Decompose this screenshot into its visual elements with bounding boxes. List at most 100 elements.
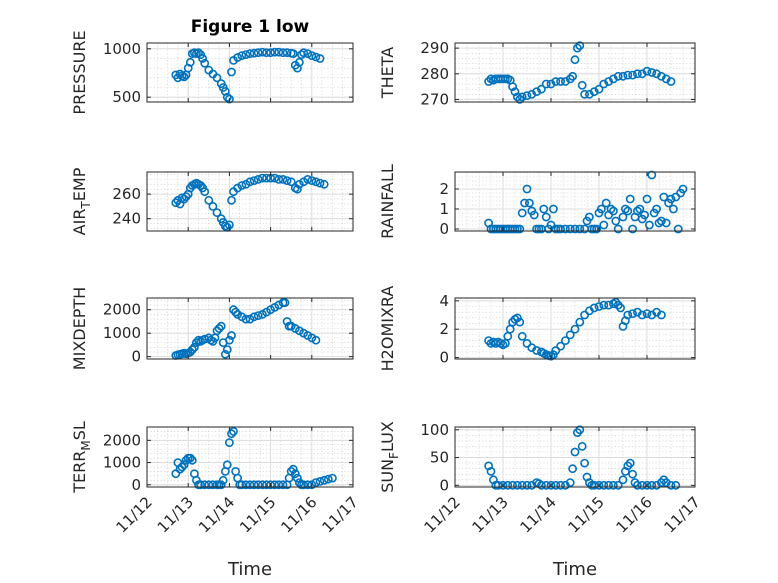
data-point (666, 480, 676, 490)
data-point (522, 480, 532, 490)
axes-box (146, 42, 354, 103)
data-point (216, 480, 226, 490)
data-point (274, 480, 284, 490)
y-tick-label: 500 (112, 88, 141, 106)
data-point (224, 335, 234, 345)
y-axis-label: H2OMIXRA (378, 286, 397, 372)
data-point (196, 480, 205, 490)
data-point (647, 68, 657, 77)
data-point (200, 480, 210, 490)
data-point (270, 47, 280, 57)
data-point (274, 47, 284, 57)
y-axis-label: MIXDEPTH (70, 287, 89, 370)
data-point (592, 224, 601, 234)
data-point (529, 210, 539, 220)
y-tick-label: 280 (420, 65, 449, 83)
data-point (218, 475, 228, 485)
data-point (609, 74, 618, 84)
data-point (517, 92, 527, 102)
data-point (642, 309, 652, 318)
data-point (546, 480, 556, 490)
data-point (657, 310, 666, 320)
data-point (652, 69, 661, 79)
data-point (570, 55, 580, 65)
data-point (508, 480, 517, 490)
data-point (628, 469, 637, 479)
data-point (633, 69, 642, 79)
data-point (522, 338, 532, 348)
data-point (229, 426, 238, 436)
data-point (517, 331, 527, 341)
data-point (642, 66, 652, 76)
data-point (292, 473, 302, 483)
data-point (532, 346, 541, 355)
data-point (623, 310, 633, 320)
y-tick-label: 2 (439, 320, 449, 338)
data-point (613, 224, 623, 234)
data-point (652, 204, 661, 214)
data-point (556, 341, 565, 351)
data-point (575, 425, 585, 435)
x-tick-label: 11/16 (613, 493, 656, 536)
y-axis-label: THETA (378, 47, 397, 99)
data-point (323, 474, 333, 484)
data-point (181, 455, 191, 465)
data-point (575, 317, 585, 327)
data-point (594, 84, 604, 94)
data-point (212, 208, 222, 217)
data-point (577, 441, 587, 451)
data-point (510, 87, 520, 97)
data-point (241, 50, 251, 59)
x-tick-label: 11/14 (517, 493, 560, 536)
data-point (570, 447, 580, 457)
data-point (549, 204, 558, 214)
axes-pressure: 500 1000 PRESSURE Figure 1 low (70, 17, 354, 115)
data-point (253, 311, 263, 320)
data-point (637, 310, 647, 320)
y-tick-label: 0 (439, 476, 449, 494)
data-point (551, 346, 561, 355)
data-point (278, 480, 288, 490)
data-point (647, 480, 657, 490)
x-tick-label: 11/15 (236, 493, 279, 536)
data-point (541, 212, 551, 222)
data-point (657, 71, 666, 81)
data-point (575, 224, 585, 234)
data-point (573, 43, 582, 53)
data-point (599, 220, 609, 230)
data-point (227, 195, 236, 205)
data-point (625, 458, 635, 468)
data-point (575, 41, 585, 50)
data-point (628, 70, 637, 80)
data-point (198, 54, 207, 63)
data-point (616, 303, 625, 313)
axes-box (146, 297, 354, 360)
y-axis-label: RAINFALL (378, 164, 397, 239)
y-tick-label: 0 (439, 220, 449, 238)
x-tick-label: 11/13 (154, 493, 197, 536)
data-point (179, 72, 189, 82)
data-point (541, 480, 551, 490)
data-point (262, 173, 271, 183)
data-point (319, 475, 329, 485)
y-axis-label: PRESSURE (70, 30, 89, 114)
data-point (303, 49, 313, 58)
data-point (568, 71, 577, 81)
data-point (327, 473, 337, 483)
data-point (498, 480, 508, 490)
data-point (520, 198, 529, 208)
series-mixdepth (171, 298, 321, 360)
data-point (671, 480, 681, 490)
data-point (537, 84, 546, 94)
y-tick-label: 240 (112, 210, 141, 228)
data-point (637, 480, 647, 490)
axes-box (454, 297, 696, 360)
data-point (657, 216, 666, 226)
axes-mixdepth: 0 1000 2000 MIXDEPTH (70, 287, 354, 370)
y-tick-label: 2 (439, 180, 449, 198)
y-tick-label: 270 (420, 90, 449, 108)
data-point (282, 176, 292, 185)
data-point (493, 480, 503, 490)
data-point (177, 462, 187, 472)
